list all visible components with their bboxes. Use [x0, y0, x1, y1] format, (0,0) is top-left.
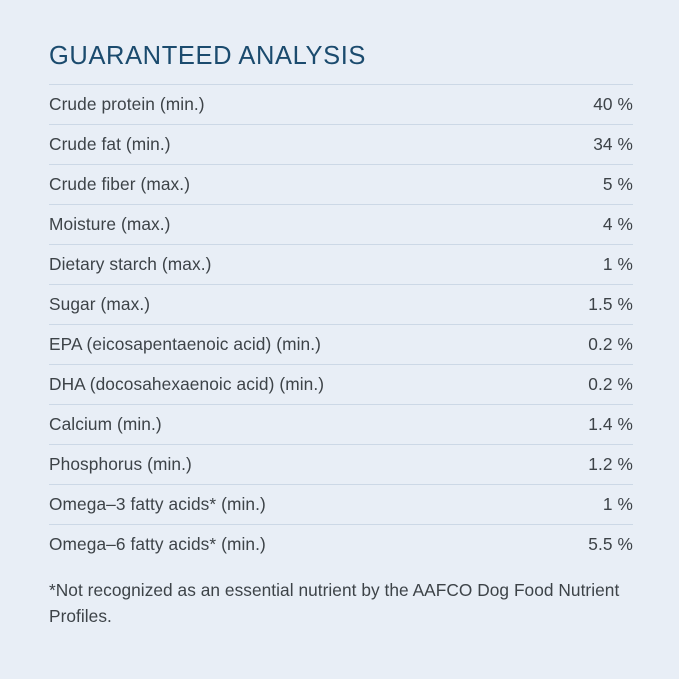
guaranteed-analysis-panel: GUARANTEED ANALYSIS Crude protein (min.)…	[49, 41, 633, 629]
nutrient-value: 1 %	[602, 254, 633, 274]
table-row: Crude protein (min.) 40 %	[49, 84, 633, 124]
nutrient-value: 1 %	[602, 494, 633, 514]
nutrient-value: 34 %	[593, 134, 633, 154]
nutrient-label: Dietary starch (max.)	[49, 254, 212, 274]
nutrient-value: 1.2 %	[588, 454, 633, 474]
table-row: Phosphorus (min.) 1.2 %	[49, 444, 633, 484]
nutrient-label: Omega–3 fatty acids* (min.)	[49, 494, 266, 514]
nutrient-value: 0.2 %	[588, 374, 633, 394]
nutrient-label: DHA (docosahexaenoic acid) (min.)	[49, 374, 325, 394]
table-row: EPA (eicosapentaenoic acid) (min.) 0.2 %	[49, 324, 633, 364]
nutrient-value: 40 %	[593, 94, 633, 114]
table-row: Moisture (max.) 4 %	[49, 204, 633, 244]
table-row: Sugar (max.) 1.5 %	[49, 284, 633, 324]
table-row: Crude fat (min.) 34 %	[49, 124, 633, 164]
nutrient-label: Moisture (max.)	[49, 214, 171, 234]
nutrient-value: 5.5 %	[588, 534, 633, 554]
nutrient-label: Crude fat (min.)	[49, 134, 171, 154]
nutrient-label: Crude protein (min.)	[49, 94, 205, 114]
nutrient-value: 1.4 %	[588, 414, 633, 434]
nutrient-label: Crude fiber (max.)	[49, 174, 191, 194]
nutrition-table: Crude protein (min.) 40 % Crude fat (min…	[49, 84, 633, 564]
nutrient-label: Sugar (max.)	[49, 294, 151, 314]
page-title: GUARANTEED ANALYSIS	[49, 42, 367, 70]
table-row: Omega–6 fatty acids* (min.) 5.5 %	[49, 524, 633, 564]
table-row: Omega–3 fatty acids* (min.) 1 %	[49, 484, 633, 524]
nutrient-value: 4 %	[602, 214, 633, 234]
table-row: DHA (docosahexaenoic acid) (min.) 0.2 %	[49, 364, 633, 404]
table-row: Crude fiber (max.) 5 %	[49, 164, 633, 204]
nutrient-label: EPA (eicosapentaenoic acid) (min.)	[49, 334, 322, 354]
table-row: Dietary starch (max.) 1 %	[49, 244, 633, 284]
nutrient-value: 0.2 %	[588, 334, 633, 354]
nutrient-label: Calcium (min.)	[49, 414, 162, 434]
table-row: Calcium (min.) 1.4 %	[49, 404, 633, 444]
nutrient-value: 1.5 %	[588, 294, 633, 314]
footnote: *Not recognized as an essential nutrient…	[49, 580, 620, 626]
nutrient-label: Omega–6 fatty acids* (min.)	[49, 534, 266, 554]
nutrient-value: 5 %	[602, 174, 633, 194]
nutrient-label: Phosphorus (min.)	[49, 454, 192, 474]
